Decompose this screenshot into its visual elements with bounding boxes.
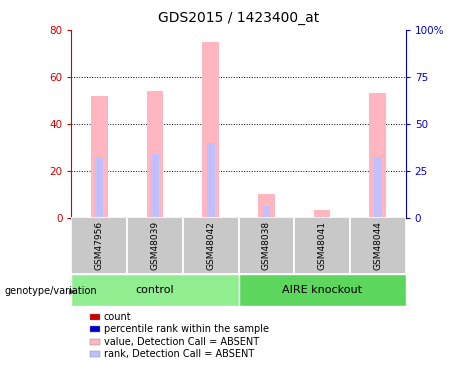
Bar bbox=[314, 210, 331, 218]
Bar bbox=[374, 157, 382, 218]
Text: GSM48041: GSM48041 bbox=[318, 221, 327, 270]
Bar bbox=[238, 274, 406, 306]
Title: GDS2015 / 1423400_at: GDS2015 / 1423400_at bbox=[158, 11, 319, 25]
Text: count: count bbox=[104, 312, 131, 322]
Bar bbox=[147, 91, 163, 218]
Text: genotype/variation: genotype/variation bbox=[5, 286, 97, 296]
Bar bbox=[350, 217, 406, 274]
Bar bbox=[202, 42, 219, 218]
Bar bbox=[294, 217, 350, 274]
Bar bbox=[238, 217, 294, 274]
Bar bbox=[369, 93, 386, 218]
Bar bbox=[262, 206, 270, 218]
Text: AIRE knockout: AIRE knockout bbox=[282, 285, 362, 295]
Bar bbox=[90, 314, 100, 320]
Bar bbox=[71, 274, 239, 306]
Bar bbox=[90, 339, 100, 345]
Text: GSM48038: GSM48038 bbox=[262, 221, 271, 270]
Text: GSM47956: GSM47956 bbox=[95, 221, 104, 270]
Bar bbox=[151, 154, 159, 218]
Text: value, Detection Call = ABSENT: value, Detection Call = ABSENT bbox=[104, 337, 259, 346]
Bar bbox=[71, 217, 127, 274]
Text: rank, Detection Call = ABSENT: rank, Detection Call = ABSENT bbox=[104, 349, 254, 359]
Text: GSM48044: GSM48044 bbox=[373, 221, 382, 270]
Bar bbox=[183, 217, 238, 274]
Bar bbox=[127, 217, 183, 274]
Bar bbox=[207, 142, 215, 218]
Bar bbox=[258, 194, 275, 217]
Bar bbox=[91, 96, 108, 218]
Text: GSM48039: GSM48039 bbox=[150, 221, 160, 270]
Text: percentile rank within the sample: percentile rank within the sample bbox=[104, 324, 269, 334]
Bar bbox=[90, 351, 100, 357]
Text: GSM48042: GSM48042 bbox=[206, 221, 215, 270]
Bar bbox=[90, 326, 100, 332]
Text: control: control bbox=[136, 285, 174, 295]
Bar bbox=[95, 157, 103, 218]
